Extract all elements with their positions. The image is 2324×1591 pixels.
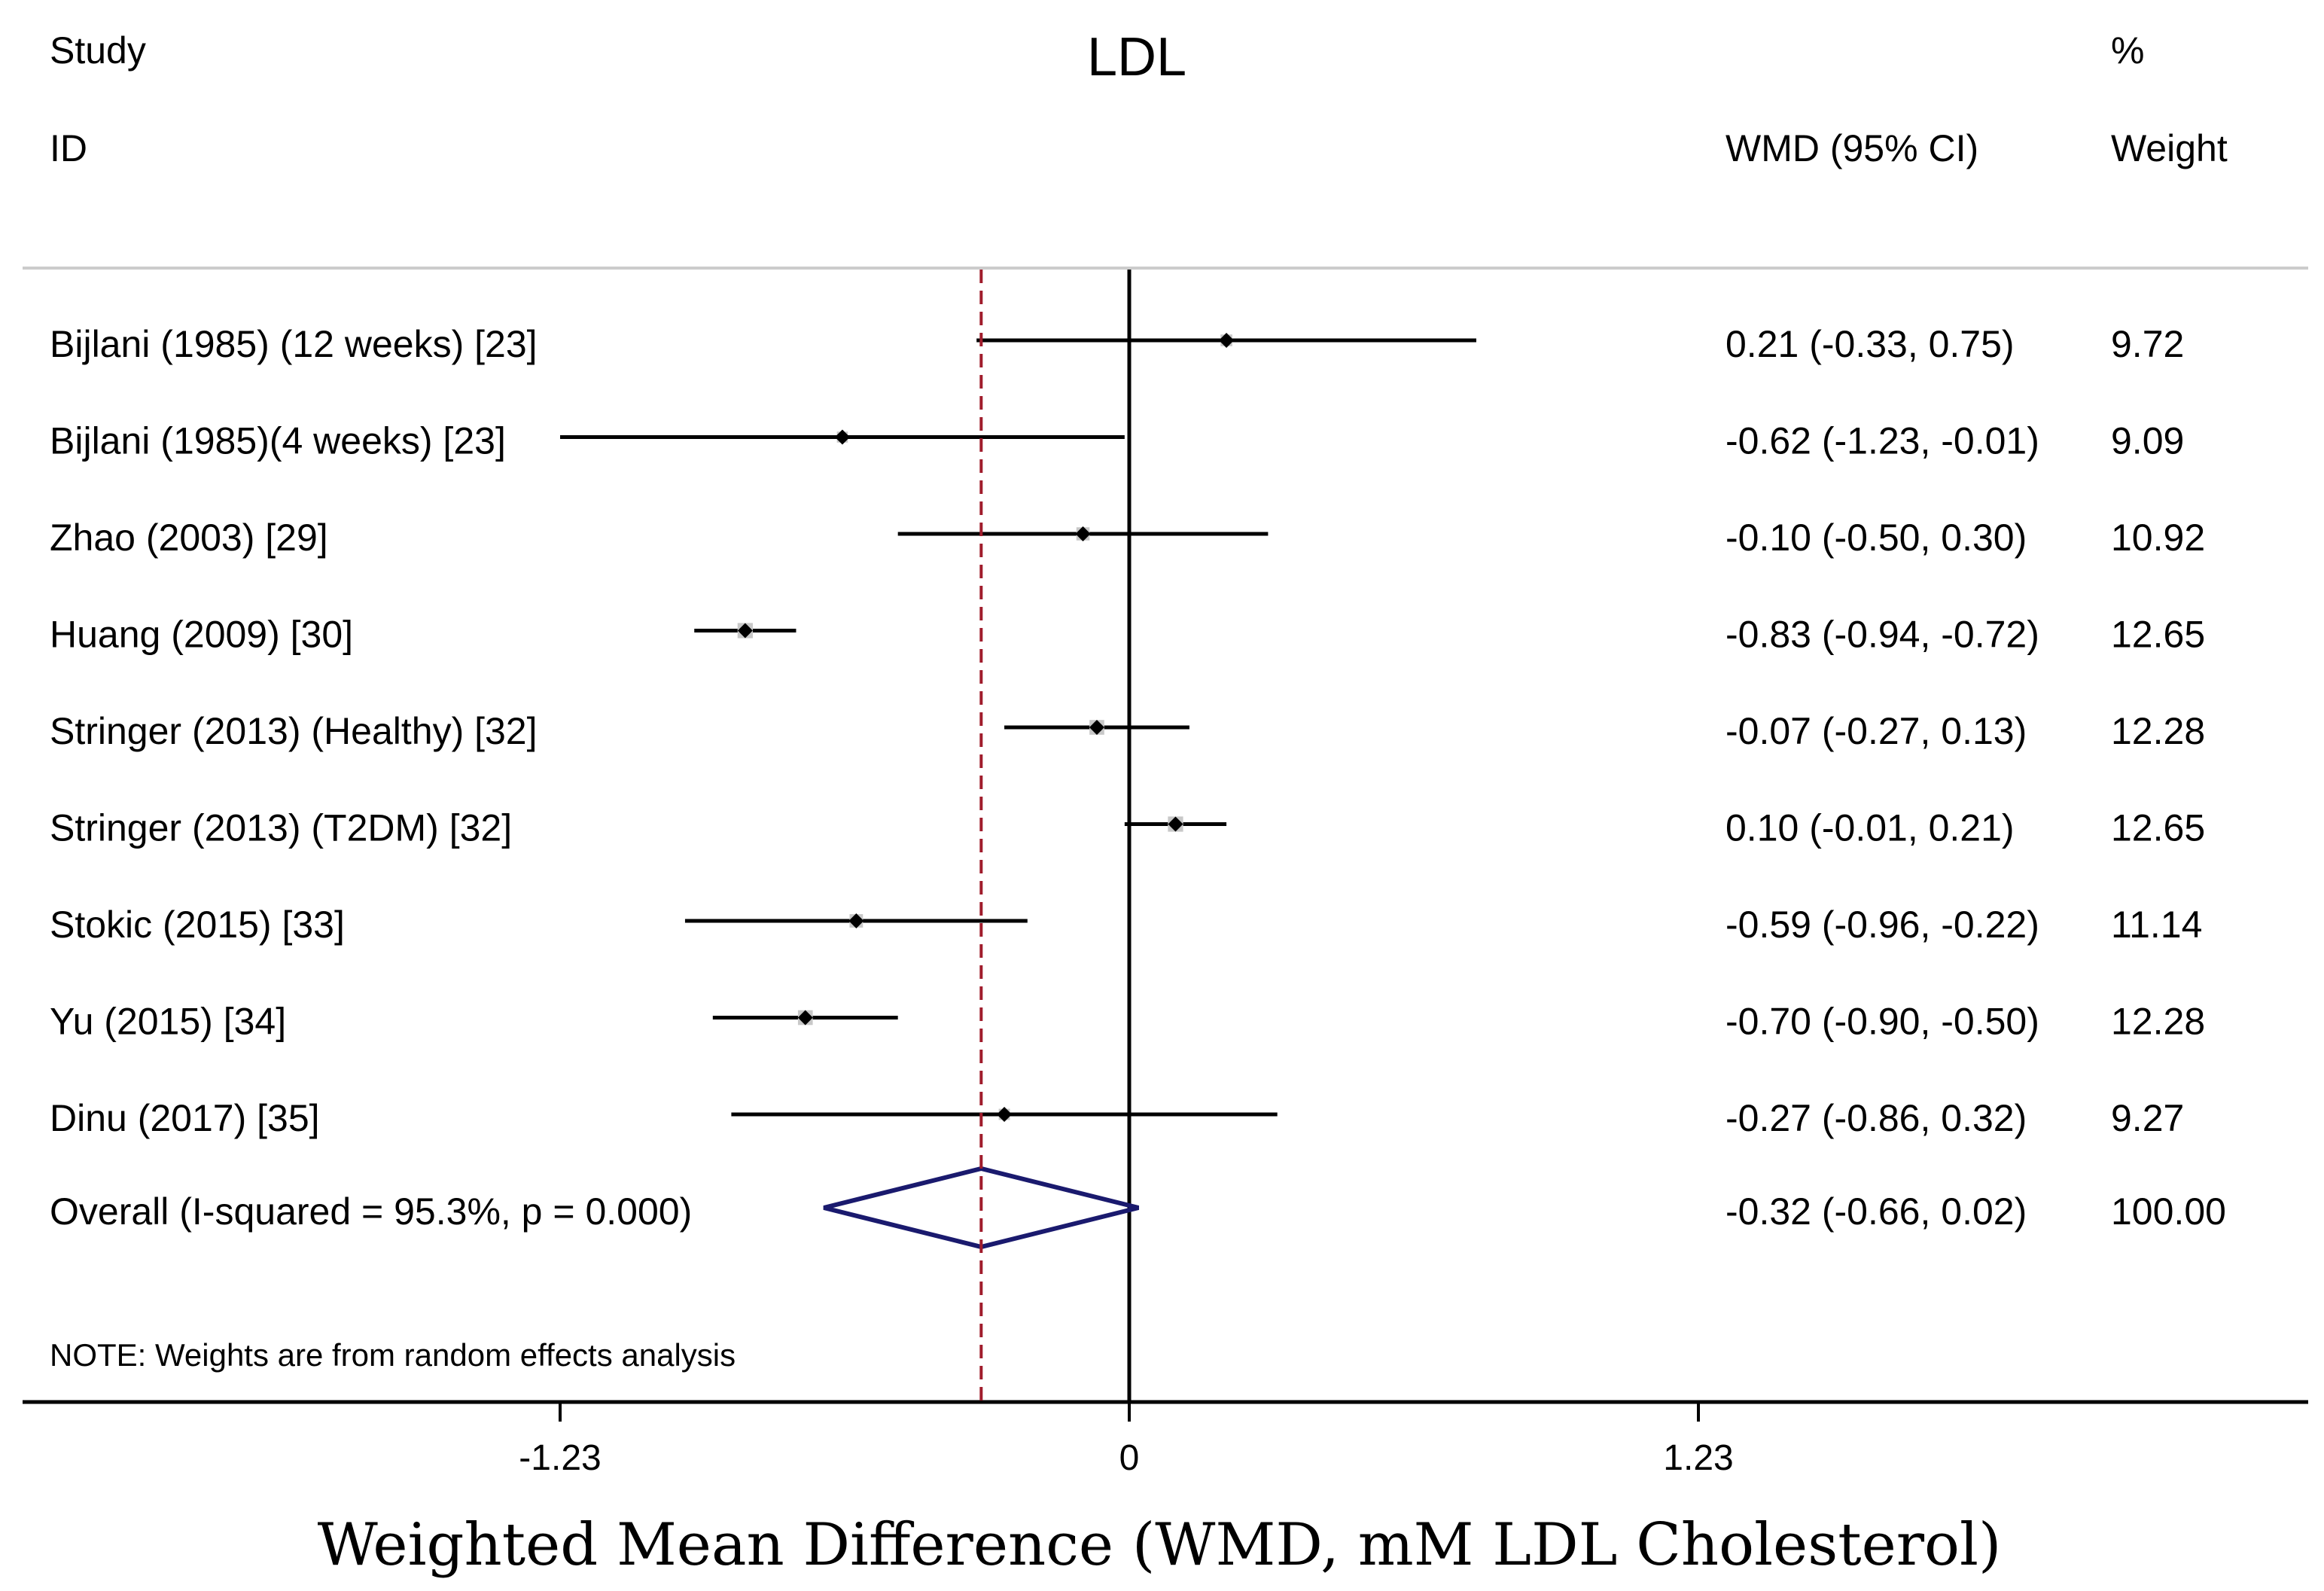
study-weight-text: 12.65 bbox=[2111, 614, 2205, 656]
study-row: Stringer (2013) (T2DM) [32] 0.10 (-0.01, … bbox=[50, 807, 2205, 849]
point-estimate bbox=[997, 1107, 1013, 1122]
study-weight-text: 12.28 bbox=[2111, 1001, 2205, 1043]
overall-ci-text: -0.32 (-0.66, 0.02) bbox=[1725, 1190, 2027, 1233]
id-header: ID bbox=[50, 127, 87, 169]
study-label: Stringer (2013) (T2DM) [32] bbox=[50, 807, 512, 849]
study-weight-text: 9.09 bbox=[2111, 420, 2184, 462]
study-ci-text: -0.07 (-0.27, 0.13) bbox=[1725, 710, 2027, 752]
study-ci-text: -0.62 (-1.23, -0.01) bbox=[1725, 420, 2039, 462]
study-label: Huang (2009) [30] bbox=[50, 614, 353, 656]
study-header: Study bbox=[50, 29, 146, 72]
study-label: Stokic (2015) [33] bbox=[50, 904, 345, 946]
study-row: Stringer (2013) (Healthy) [32] -0.07 (-0.… bbox=[50, 710, 2205, 752]
chart-title: LDL bbox=[1087, 27, 1186, 87]
study-label: Stringer (2013) (Healthy) [32] bbox=[50, 710, 538, 752]
percent-header: % bbox=[2111, 29, 2144, 72]
point-estimate bbox=[1075, 526, 1091, 541]
overall-diamond bbox=[823, 1166, 1140, 1250]
study-ci-text: -0.10 (-0.50, 0.30) bbox=[1725, 517, 2027, 559]
study-row: Dinu (2017) [35] -0.27 (-0.86, 0.32) 9.27 bbox=[50, 1097, 2184, 1139]
study-label: Bijlani (1985) (12 weeks) [23] bbox=[50, 323, 538, 365]
study-ci-text: -0.83 (-0.94, -0.72) bbox=[1725, 614, 2039, 656]
point-estimate bbox=[1168, 816, 1183, 832]
study-weight-text: 10.92 bbox=[2111, 517, 2205, 559]
study-label: Bijlani (1985)(4 weeks) [23] bbox=[50, 420, 506, 462]
overall-weight-text: 100.00 bbox=[2111, 1190, 2226, 1233]
study-row: Zhao (2003) [29] -0.10 (-0.50, 0.30) 10.92 bbox=[50, 517, 2205, 559]
point-estimate bbox=[848, 913, 864, 928]
study-weight-text: 12.65 bbox=[2111, 807, 2205, 849]
study-ci-text: -0.70 (-0.90, -0.50) bbox=[1725, 1001, 2039, 1043]
study-row: Stokic (2015) [33] -0.59 (-0.96, -0.22) 11… bbox=[50, 904, 2202, 946]
point-estimate bbox=[1089, 720, 1104, 735]
study-label: Dinu (2017) [35] bbox=[50, 1097, 320, 1139]
point-estimate bbox=[737, 623, 753, 639]
x-tick-label: -1.23 bbox=[519, 1438, 601, 1478]
x-tick-label: 0 bbox=[1119, 1438, 1140, 1478]
weight-header: Weight bbox=[2111, 127, 2228, 169]
point-estimate bbox=[834, 429, 850, 445]
study-weight-text: 11.14 bbox=[2111, 904, 2202, 946]
study-row: Bijlani (1985)(4 weeks) [23] -0.62 (-1.23… bbox=[50, 420, 2184, 462]
study-label: Yu (2015) [34] bbox=[50, 1001, 286, 1043]
weights-note: NOTE: Weights are from random effects an… bbox=[50, 1337, 736, 1373]
study-label: Zhao (2003) [29] bbox=[50, 517, 328, 559]
study-weight-text: 12.28 bbox=[2111, 710, 2205, 752]
study-row: Huang (2009) [30] -0.83 (-0.94, -0.72) 12.… bbox=[50, 614, 2205, 656]
x-axis-label: Weighted Mean Difference (WMD, mM LDL Ch… bbox=[318, 1511, 2002, 1579]
x-tick-label: 1.23 bbox=[1663, 1438, 1733, 1478]
study-ci-text: 0.10 (-0.01, 0.21) bbox=[1725, 807, 2015, 849]
study-weight-text: 9.72 bbox=[2111, 323, 2184, 365]
overall-label: Overall (I-squared = 95.3%, p = 0.000) bbox=[50, 1190, 692, 1233]
study-ci-text: -0.59 (-0.96, -0.22) bbox=[1725, 904, 2039, 946]
study-ci-text: 0.21 (-0.33, 0.75) bbox=[1725, 323, 2015, 365]
point-estimate bbox=[1219, 333, 1235, 348]
study-ci-text: -0.27 (-0.86, 0.32) bbox=[1725, 1097, 2027, 1139]
point-estimate bbox=[797, 1010, 813, 1026]
effect-header: WMD (95% CI) bbox=[1725, 127, 1978, 169]
study-row: Yu (2015) [34] -0.70 (-0.90, -0.50) 12.28 bbox=[50, 1001, 2205, 1043]
study-weight-text: 9.27 bbox=[2111, 1097, 2184, 1139]
study-row: Bijlani (1985) (12 weeks) [23] 0.21 (-0.3… bbox=[50, 323, 2184, 365]
